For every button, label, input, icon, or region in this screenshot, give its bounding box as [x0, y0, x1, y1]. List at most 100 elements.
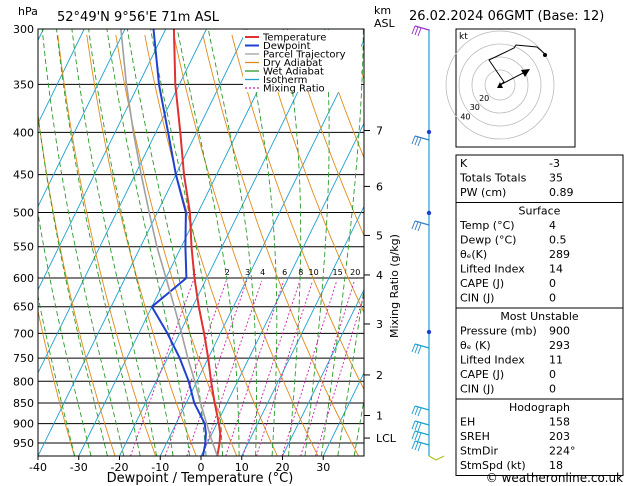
wind-barb [411, 440, 430, 452]
x-axis-title: Dewpoint / Temperature (°C) [107, 471, 294, 486]
table-row-value: 0.5 [549, 234, 567, 247]
km-unit-label: km [374, 4, 391, 17]
table-row-label: EH [460, 416, 475, 429]
dry-adiabat-line [260, 34, 364, 314]
wind-level-dot [426, 210, 432, 216]
table-row-label: Dewp (°C) [460, 234, 516, 247]
hodograph-frame [455, 28, 576, 148]
pressure-tick-label: 750 [13, 352, 34, 365]
wind-barb-feather [411, 405, 416, 415]
isotherm-line [200, 122, 364, 456]
pressure-tick-label: 450 [13, 169, 34, 182]
dry-adiabat-line [57, 34, 157, 456]
pressure-tick-label: 650 [13, 301, 34, 314]
wind-barb [411, 405, 430, 417]
wind-barb-feather [417, 345, 422, 355]
legend-label: Dry Adiabat [263, 58, 322, 69]
pressure-tick-label: 800 [13, 375, 34, 388]
wind-barb-shaft [414, 405, 430, 411]
isotherm-line [38, 29, 126, 208]
table-row-value: 18 [549, 459, 563, 472]
temperature-tick-label: 10 [235, 461, 249, 474]
mixing-ratio-axis-title: Mixing Ratio (g/kg) [388, 234, 401, 338]
table-row-label: CIN (J) [460, 292, 494, 305]
mixing-ratio-label: 8 [298, 268, 303, 277]
dry-adiabat-line [231, 34, 364, 391]
wind-barb-feather [411, 220, 416, 230]
hodograph-ring [471, 56, 529, 114]
location-title: 52°49'N 9°56'E 71m ASL [57, 10, 220, 25]
wet-adiabat-line [88, 29, 174, 456]
wind-barb-feather [417, 137, 422, 147]
table-row-label: PW (cm) [460, 186, 506, 199]
series-temperature [172, 29, 222, 456]
table-row-value: 203 [549, 430, 570, 443]
table-section [455, 398, 624, 476]
storm-motion-arrowhead [521, 69, 530, 77]
isotherm-line [78, 29, 289, 456]
mixing-ratio-line [242, 280, 301, 456]
legend-label: Wet Adiabat [263, 67, 324, 78]
pressure-axis-labels: 300 350 400 450 500 550 600 650 700 750 800 850 900 9… [13, 23, 34, 450]
pressure-tick-label: 950 [13, 437, 34, 450]
table-section [455, 202, 624, 309]
table-row-value: 11 [549, 354, 563, 367]
wet-adiabat-lines [38, 29, 364, 456]
mixing-ratio-line [225, 280, 285, 456]
km-tick-label: 1 [376, 410, 383, 423]
table-section-title: Most Unstable [500, 310, 579, 323]
mixing-ratio-line [186, 280, 248, 456]
wind-barb-shaft [414, 343, 430, 349]
legend-label: Mixing Ratio [263, 84, 325, 95]
dry-adiabat-line [289, 34, 364, 237]
wet-adiabat-line [353, 397, 364, 456]
wind-barb-feather [417, 407, 422, 417]
temperature-tick-label: 30 [316, 461, 330, 474]
legend-label: Isotherm [263, 75, 307, 86]
temperature-axis-labels: -40 -30 -20 -10 0 10 20 30 [29, 456, 330, 474]
hodograph-unit-label: kt [459, 32, 468, 42]
mixing-ratio-label: 2 [225, 268, 230, 277]
plot-area: 1 2 3 4 6 8 10 15 20 25 [38, 29, 364, 456]
mixing-ratio-lines [130, 280, 364, 456]
table-row-value: -3 [549, 157, 560, 170]
temperature-tick-label: -20 [111, 461, 129, 474]
km-tick-label: 3 [376, 318, 383, 331]
isobar-lines [38, 29, 364, 444]
legend-label: Parcel Trajectory [263, 50, 346, 61]
temperature-tick-label: -30 [70, 461, 88, 474]
wind-level-dot [426, 329, 432, 335]
wet-adiabat-line [106, 29, 191, 456]
temperature-tick-label: -10 [151, 461, 169, 474]
table-row-label: StmSpd (kt) [460, 459, 526, 472]
pressure-tick-label: 600 [13, 272, 34, 285]
table-row-label: Temp (°C) [459, 219, 515, 232]
wind-barb [411, 430, 430, 442]
wind-barb-shaft [414, 440, 430, 446]
km-height-axis: 1 2 3 4 5 6 7 LCL [364, 125, 397, 445]
wind-barb-feather [417, 442, 422, 452]
wind-barb [411, 343, 430, 355]
wind-barb-feather [417, 422, 422, 432]
copyright-footer: © weatheronline.co.uk [486, 471, 623, 485]
table-section-title: Hodograph [509, 401, 570, 414]
sounding-series [120, 29, 222, 456]
wind-barb-feather [411, 25, 416, 35]
table-row-label: SREH [460, 430, 490, 443]
wind-profile [411, 25, 445, 461]
wind-barb-feather [417, 222, 422, 232]
wet-adiabat-line [320, 29, 364, 456]
wind-barb-feather [414, 431, 419, 441]
hodograph-trace [488, 44, 546, 86]
hodograph-ring-label: 30 [470, 103, 480, 112]
mixing-ratio-label: 4 [260, 268, 265, 277]
mixing-ratio-line [164, 280, 227, 456]
mixing-ratio-label: 10 [309, 268, 319, 277]
table-row-label: K [460, 157, 468, 170]
hodograph-ring [484, 69, 516, 101]
wind-barb [411, 135, 430, 147]
table-row-value: 293 [549, 339, 570, 352]
wind-barb-feather [411, 440, 416, 450]
